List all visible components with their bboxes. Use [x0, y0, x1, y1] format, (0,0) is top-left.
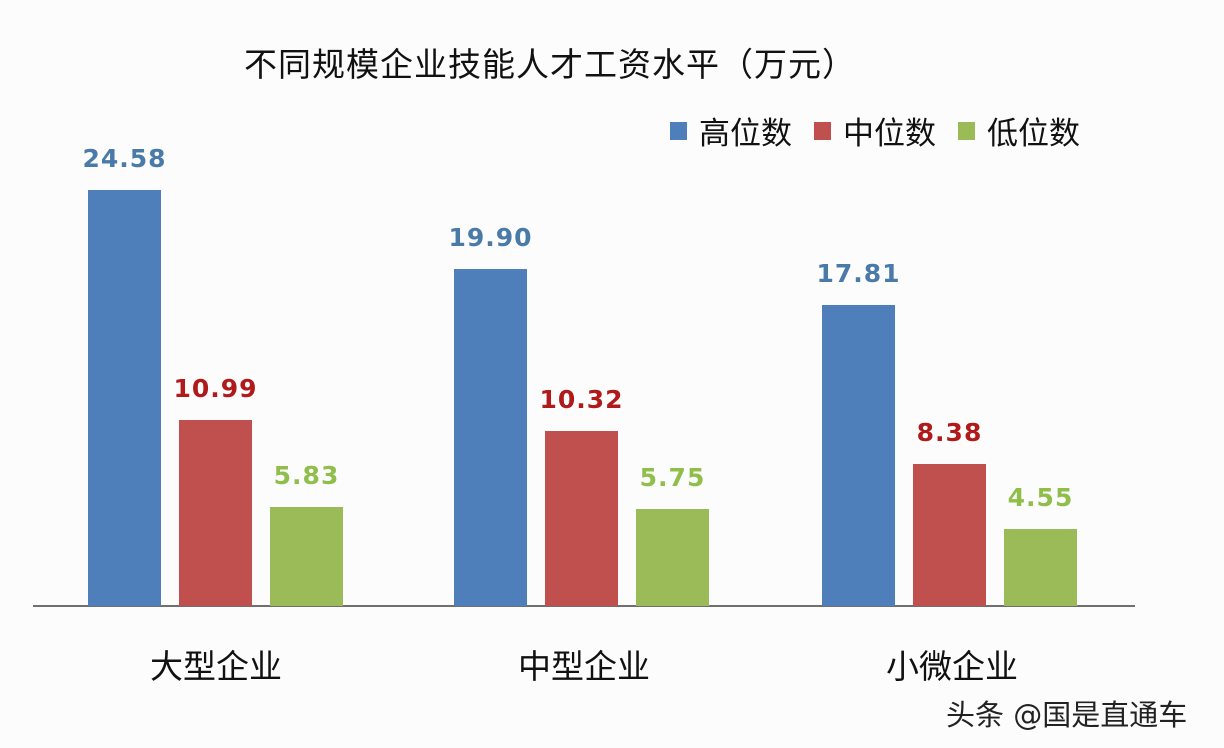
legend-swatch-low	[958, 121, 975, 140]
data-label-medium-low: 5.75	[639, 463, 706, 492]
data-label-large-high: 24.58	[82, 144, 167, 173]
x-axis-line	[33, 605, 1135, 607]
bar-small-median	[913, 464, 986, 606]
legend-item-median: 中位数	[814, 108, 936, 153]
legend-swatch-median	[814, 121, 831, 140]
data-label-small-high: 17.81	[816, 259, 901, 288]
data-label-large-median: 10.99	[173, 374, 258, 403]
bar-medium-median	[545, 431, 618, 606]
category-label-small: 小微企业	[886, 647, 1018, 686]
bar-large-high	[88, 190, 161, 606]
bar-large-low	[270, 507, 343, 606]
legend-label-high: 高位数	[699, 116, 792, 152]
legend-item-high: 高位数	[670, 108, 792, 153]
category-label-large: 大型企业	[150, 647, 282, 686]
data-label-medium-median: 10.32	[539, 385, 624, 414]
watermark: 头条 @国是直通车	[946, 698, 1188, 732]
chart-title: 不同规模企业技能人才工资水平（万元）	[244, 45, 856, 84]
legend-swatch-high	[670, 121, 687, 140]
bar-medium-high	[454, 269, 527, 606]
bar-small-high	[822, 305, 895, 606]
legend-label-low: 低位数	[987, 116, 1080, 152]
legend-label-median: 中位数	[843, 116, 936, 152]
legend-item-low: 低位数	[958, 108, 1080, 153]
bar-large-median	[179, 420, 252, 606]
bar-medium-low	[636, 509, 709, 606]
bar-small-low	[1004, 529, 1077, 606]
category-label-medium: 中型企业	[518, 647, 650, 686]
data-label-large-low: 5.83	[273, 461, 340, 490]
data-label-small-low: 4.55	[1007, 483, 1074, 512]
data-label-small-median: 8.38	[916, 418, 983, 447]
legend: 高位数 中位数 低位数	[670, 108, 1102, 153]
data-label-medium-high: 19.90	[448, 223, 533, 252]
